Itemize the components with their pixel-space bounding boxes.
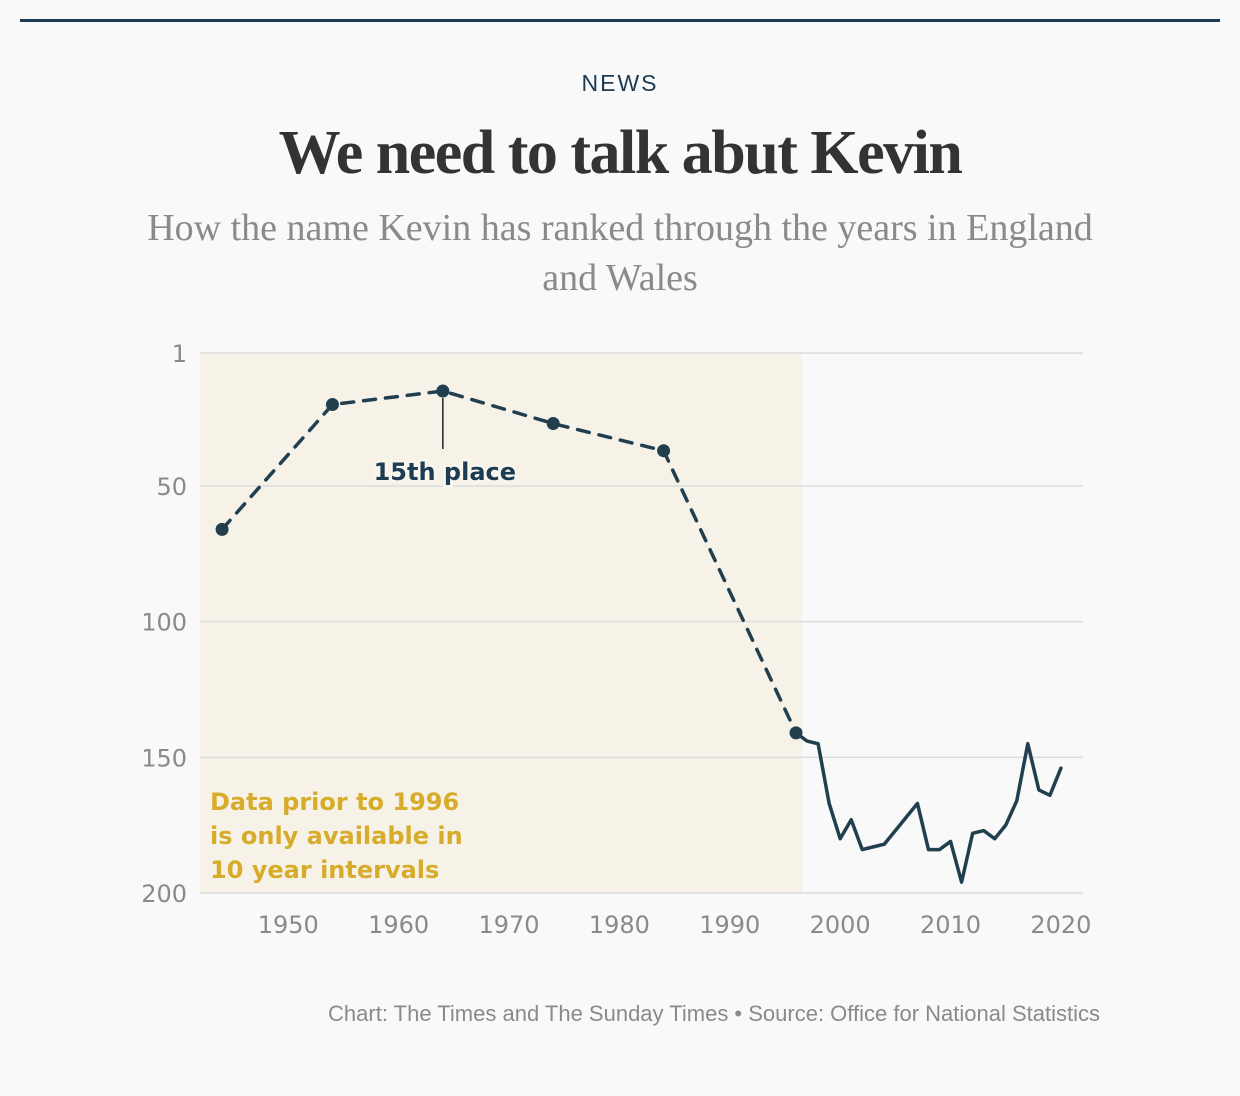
x-tick-label-2010: 2010 [920, 911, 981, 939]
y-tick-label-150: 150 [141, 744, 187, 772]
data-point-1964 [436, 384, 450, 398]
x-axis: 1950 1960 1970 1980 1990 2000 2010 2020 [258, 911, 1092, 939]
series-lines [215, 384, 1063, 884]
y-tick-label-200: 200 [141, 880, 187, 908]
annotation-label: 15th place [374, 458, 516, 486]
data-point-1954 [325, 398, 339, 412]
section-kicker[interactable]: NEWS [581, 70, 659, 96]
x-tick-label-1960: 1960 [368, 911, 429, 939]
note-text-line-2: is only available in [210, 822, 463, 850]
note-text-line-1: Data prior to 1996 [210, 788, 459, 816]
y-tick-label-50: 50 [156, 473, 187, 501]
data-point-1944 [215, 522, 229, 536]
chart-title: We need to talk abut Kevin [278, 119, 963, 187]
x-tick-label-2000: 2000 [810, 911, 871, 939]
chart-subtitle: How the name Kevin has ranked through th… [147, 207, 1093, 299]
series-line-0 [220, 389, 798, 735]
series-line-1 [794, 731, 1063, 884]
x-tick-label-1980: 1980 [589, 911, 650, 939]
gridlines [200, 352, 1083, 894]
top-rule [20, 19, 1220, 22]
y-tick-label-1: 1 [172, 340, 187, 368]
x-tick-label-2020: 2020 [1030, 911, 1091, 939]
x-tick-label-1950: 1950 [258, 911, 319, 939]
data-point-1984 [657, 444, 671, 458]
data-point-1974 [546, 417, 560, 431]
chart-source: Chart: The Times and The Sunday Times • … [328, 1001, 1100, 1026]
note-text-line-3: 10 year intervals [210, 856, 439, 884]
y-tick-label-100: 100 [141, 609, 187, 637]
x-tick-label-1970: 1970 [479, 911, 540, 939]
x-tick-label-1990: 1990 [699, 911, 760, 939]
annotations: 15th place Data prior to 1996 is only avai… [208, 397, 519, 886]
